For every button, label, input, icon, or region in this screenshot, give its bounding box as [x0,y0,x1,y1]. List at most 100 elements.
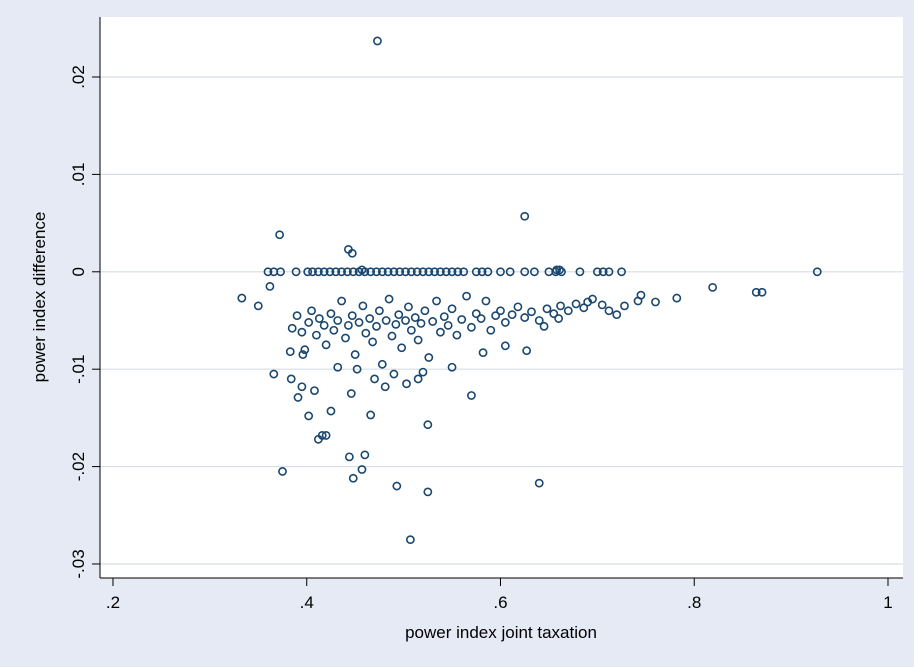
point [361,328,371,338]
point [486,325,496,335]
point [436,327,445,337]
point [397,343,407,353]
point [552,265,562,275]
point [293,393,303,402]
point [413,335,423,345]
point [263,267,273,277]
point [391,319,401,329]
point [401,316,410,325]
point [389,369,399,379]
y-tick-label: 0 [69,267,88,276]
point [389,267,399,277]
point [571,299,581,309]
point [430,267,440,277]
point [633,296,643,306]
point [297,382,307,392]
y-tick-label: -.01 [69,355,88,384]
point [500,341,510,351]
point [534,478,544,488]
point [612,310,622,320]
point [459,267,469,277]
point [447,267,457,277]
point [319,320,329,330]
y-tick-label: -.02 [69,452,88,481]
point [447,304,457,314]
point [287,323,297,333]
point [304,411,314,421]
point [402,379,411,389]
point [708,282,718,292]
point [292,311,302,321]
point [447,362,457,372]
point [478,348,488,358]
point [326,309,336,319]
point [350,350,360,359]
point [471,309,481,319]
point [343,267,352,277]
point [347,248,357,258]
x-axis-title: power index joint taxation [405,623,597,642]
point [297,327,307,337]
point [483,267,493,277]
point [373,36,382,46]
point [556,301,565,311]
ticks: .2 .4 .6 .8 1 -.03 -.02 -.01 0 .01 .02 [69,65,893,612]
point [317,431,327,440]
point [333,316,343,325]
point [471,267,481,277]
point [529,267,539,277]
point [291,267,301,277]
point [337,296,347,306]
points [237,36,822,545]
point [360,450,370,460]
grid [100,76,903,565]
point [329,325,339,335]
point [395,267,405,277]
y-axis-title: power index difference [30,212,49,383]
point [331,267,341,277]
y-tick-label: .02 [69,65,88,89]
point [549,309,559,319]
point [312,330,321,340]
point [436,267,445,277]
point [354,318,364,327]
point [366,410,376,420]
plot-area [100,17,903,578]
point [491,311,501,321]
point [534,316,544,325]
point [404,302,413,312]
x-tick-label: .8 [687,593,701,612]
point [265,281,275,291]
point [346,389,356,398]
point [405,535,415,545]
point [496,306,505,316]
point [751,287,761,297]
point [319,267,329,277]
point [522,346,532,356]
point [520,211,530,221]
point [441,267,451,277]
point [310,386,319,396]
point [337,267,347,277]
point [298,350,308,359]
point [347,311,357,321]
point [357,265,367,275]
point [377,359,387,369]
point [381,316,391,325]
point [401,267,410,277]
point [592,267,602,277]
point [412,267,422,277]
point [314,314,324,323]
x-tick-label: .2 [106,593,120,612]
point [476,314,486,323]
point [321,340,331,350]
point [370,374,379,384]
point [406,325,416,335]
point [237,293,247,303]
point [620,301,629,311]
point [443,320,453,330]
point [357,465,367,474]
point [555,265,564,275]
point [423,487,433,497]
